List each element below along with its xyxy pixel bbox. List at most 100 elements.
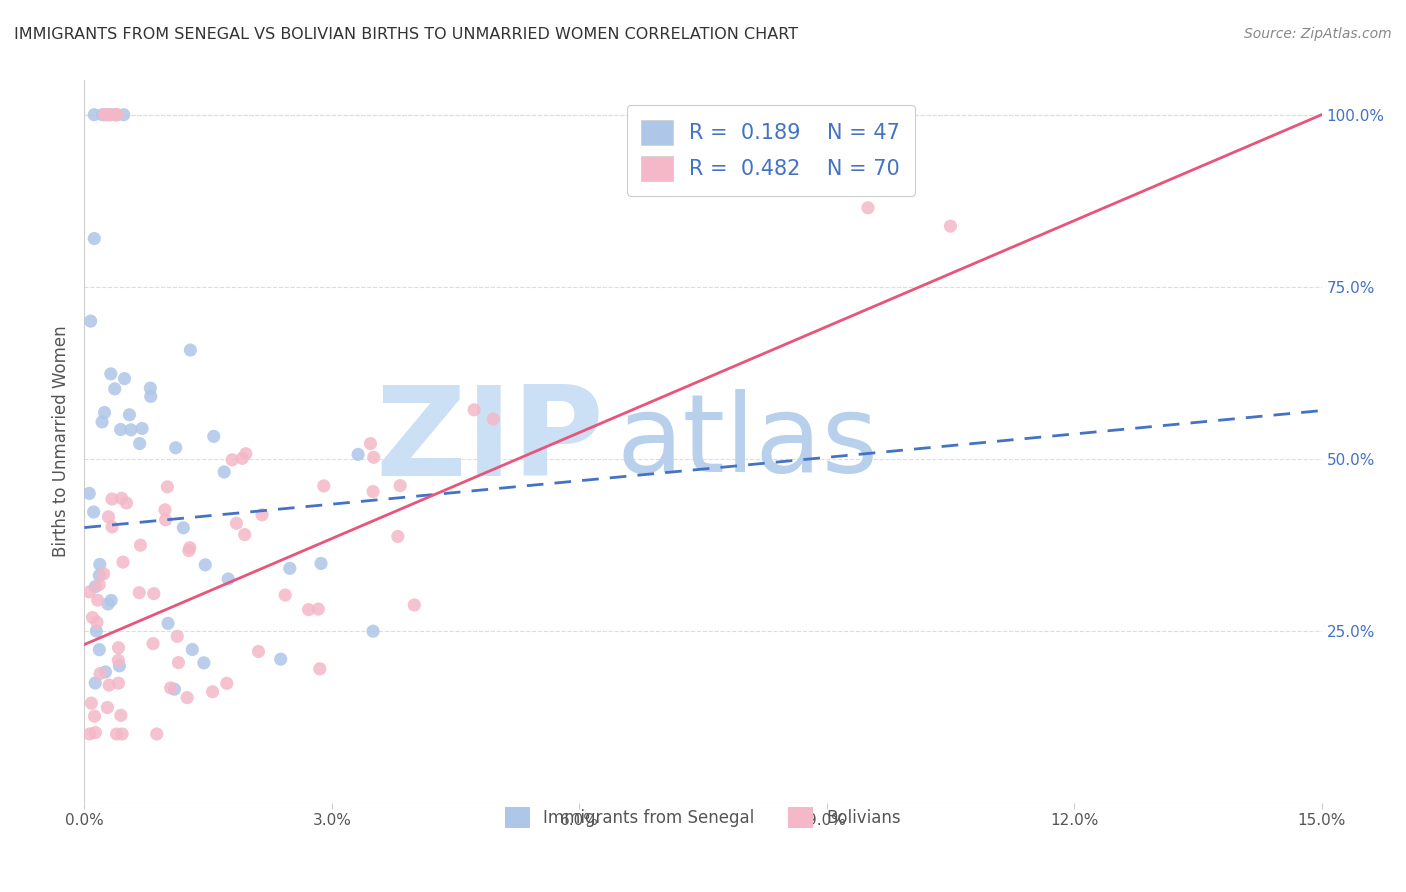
- Point: [233, 527, 256, 541]
- Point: [100, 593, 122, 607]
- Point: [91, 415, 114, 429]
- Point: [80, 696, 103, 710]
- Point: [86, 624, 108, 638]
- Point: [100, 108, 122, 122]
- Text: IMMIGRANTS FROM SENEGAL VS BOLIVIAN BIRTHS TO UNMARRIED WOMEN CORRELATION CHART: IMMIGRANTS FROM SENEGAL VS BOLIVIAN BIRT…: [14, 27, 799, 42]
- Point: [361, 484, 384, 499]
- Point: [155, 513, 177, 527]
- Point: [939, 219, 962, 234]
- Point: [482, 412, 505, 426]
- Point: [156, 480, 179, 494]
- Point: [225, 516, 247, 531]
- Point: [231, 451, 253, 466]
- Point: [101, 520, 124, 534]
- Text: atlas: atlas: [616, 389, 879, 494]
- Point: [247, 644, 270, 658]
- Point: [87, 593, 110, 607]
- Point: [221, 452, 243, 467]
- Point: [128, 585, 150, 599]
- Point: [79, 585, 101, 599]
- Point: [83, 709, 105, 723]
- Point: [359, 436, 381, 450]
- Point: [110, 708, 132, 723]
- Point: [97, 509, 120, 524]
- Point: [84, 676, 107, 690]
- Point: [128, 436, 150, 450]
- Point: [86, 615, 108, 630]
- Point: [235, 447, 257, 461]
- Point: [387, 529, 409, 543]
- Point: [97, 597, 120, 611]
- Point: [94, 665, 117, 679]
- Point: [98, 678, 121, 692]
- Point: [312, 479, 335, 493]
- Point: [278, 561, 301, 575]
- Point: [84, 580, 107, 594]
- Point: [100, 367, 122, 381]
- Point: [159, 681, 181, 695]
- Point: [89, 568, 111, 582]
- Point: [110, 422, 132, 436]
- Point: [98, 108, 121, 122]
- Point: [120, 423, 142, 437]
- Point: [82, 610, 104, 624]
- Point: [217, 572, 239, 586]
- Y-axis label: Births to Unmarried Women: Births to Unmarried Women: [52, 326, 70, 558]
- Point: [194, 558, 217, 572]
- Point: [463, 402, 485, 417]
- Point: [107, 640, 129, 655]
- Point: [101, 491, 124, 506]
- Point: [107, 676, 129, 690]
- Text: ZIP: ZIP: [375, 381, 605, 502]
- Point: [212, 465, 235, 479]
- Point: [179, 541, 201, 555]
- Point: [181, 642, 204, 657]
- Point: [104, 108, 127, 122]
- Point: [89, 642, 111, 657]
- Point: [107, 653, 129, 667]
- Point: [111, 727, 134, 741]
- Point: [389, 478, 412, 492]
- Point: [167, 656, 190, 670]
- Point: [309, 557, 332, 571]
- Point: [145, 727, 167, 741]
- Point: [96, 700, 118, 714]
- Point: [84, 725, 107, 739]
- Point: [165, 441, 187, 455]
- Point: [89, 666, 111, 681]
- Point: [307, 602, 329, 616]
- Point: [96, 108, 118, 122]
- Point: [856, 201, 879, 215]
- Text: Source: ZipAtlas.com: Source: ZipAtlas.com: [1244, 27, 1392, 41]
- Point: [91, 108, 114, 122]
- Point: [105, 727, 128, 741]
- Point: [361, 624, 384, 639]
- Point: [193, 656, 215, 670]
- Point: [270, 652, 292, 666]
- Point: [274, 588, 297, 602]
- Point: [97, 108, 120, 122]
- Point: [131, 421, 153, 435]
- Point: [93, 405, 115, 419]
- Point: [139, 389, 162, 403]
- Point: [179, 343, 201, 357]
- Point: [110, 491, 132, 506]
- Point: [176, 690, 198, 705]
- Point: [201, 685, 224, 699]
- Point: [129, 538, 152, 552]
- Point: [108, 658, 131, 673]
- Point: [347, 447, 370, 461]
- Point: [104, 108, 127, 122]
- Point: [115, 496, 138, 510]
- Point: [142, 587, 165, 601]
- Point: [142, 637, 165, 651]
- Point: [153, 503, 176, 517]
- Point: [297, 602, 319, 616]
- Point: [139, 381, 162, 395]
- Point: [157, 616, 180, 631]
- Point: [93, 108, 115, 122]
- Point: [215, 676, 238, 690]
- Point: [105, 108, 128, 122]
- Point: [202, 429, 225, 443]
- Point: [79, 314, 101, 328]
